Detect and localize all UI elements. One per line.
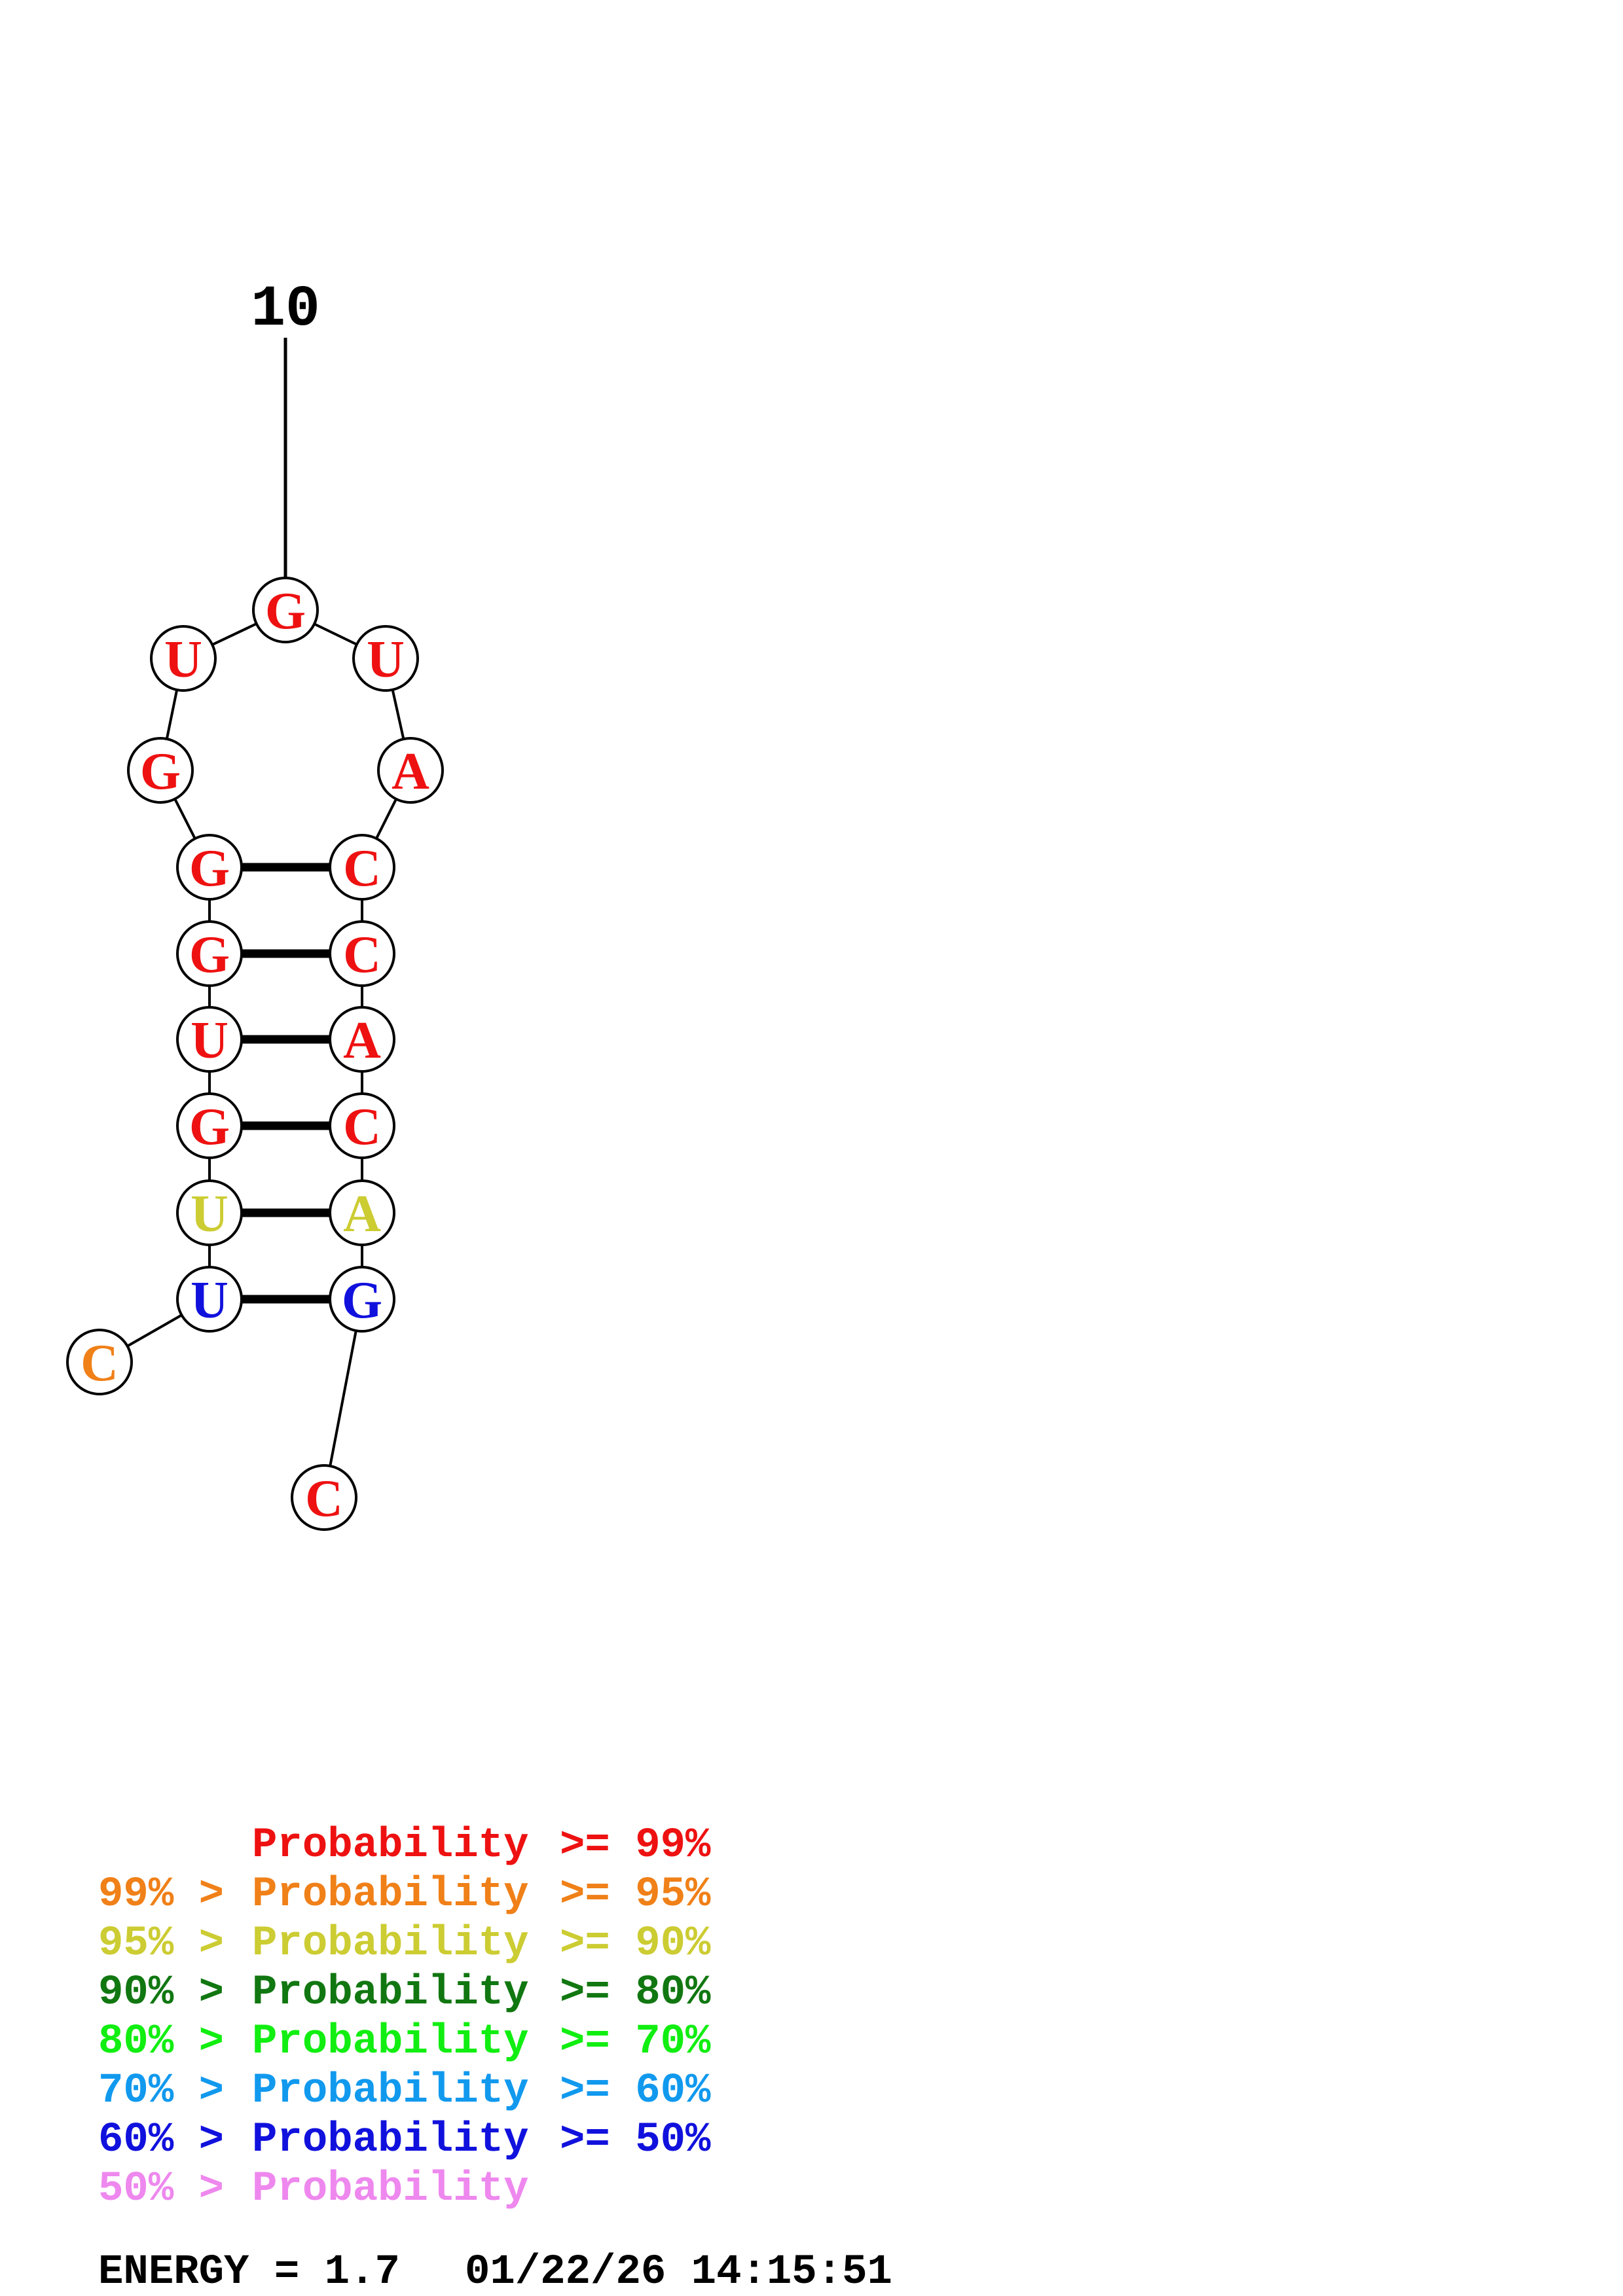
nucleotide-node: C [329,834,395,901]
legend-prefix: 70% > [98,2068,224,2115]
legend-prefix: 95% > [98,1920,224,1967]
legend-label: Probability [252,2117,528,2164]
legend-row: 60% > Probability >= 50% [98,2117,711,2164]
legend-row: 70% > Probability >= 60% [98,2068,711,2115]
legend-row: 90% > Probability >= 80% [98,1969,711,2017]
legend-threshold: >= 60% [560,2068,711,2115]
nucleotide-letter: G [140,743,181,800]
legend-label: Probability [252,2068,528,2115]
nucleotide-letter: U [191,1272,228,1329]
nucleotide-node: C [329,920,395,987]
nucleotide-node: U [176,1266,243,1333]
nucleotide-circle [150,625,217,692]
nucleotide-circle [329,1179,395,1246]
nucleotide-circle [176,920,243,987]
legend-threshold: >= 90% [560,1920,711,1967]
nucleotide-node: G [176,1092,243,1159]
legend-prefix: 80% > [98,2018,224,2066]
base-pair-bonds [242,863,330,1304]
nucleotide-circle [176,1006,243,1073]
nucleotide-node: U [176,1006,243,1073]
nucleotide-letter: U [191,1185,228,1243]
nucleotide-letter: G [342,1272,382,1329]
legend-label: Probability [252,1822,528,1869]
nucleotide-circle [252,577,319,643]
nucleotide-circle [176,1179,243,1246]
legend-prefix: 99% > [98,1871,224,1918]
nucleotide-node: C [329,1092,395,1159]
nucleotide-letter: G [189,1098,230,1156]
nucleotide-letter: C [343,1098,381,1156]
legend-threshold: >= 50% [560,2117,711,2164]
nucleotide-circle [329,1006,395,1073]
nucleotide-node: A [377,737,444,804]
probability-legend: Probability >= 99%99% > Probability >= 95%9… [98,1822,711,2213]
nucleotide-circle [176,834,243,901]
nucleotide-node: G [127,737,194,804]
index-marker: 10 [251,278,320,583]
nucleotide-node: G [252,577,319,643]
legend-prefix: 90% > [98,1969,224,2017]
nucleotide-letter: G [189,840,230,897]
index-label: 10 [251,278,320,342]
backbone-segment [323,1299,363,1498]
nucleotide-node: U [150,625,217,692]
nucleotide-node: C [66,1329,133,1395]
nucleotide-circle [329,1092,395,1159]
nucleotide-letter: C [305,1470,343,1528]
legend-row: 95% > Probability >= 90% [98,1920,711,1967]
legend-label: Probability [252,1920,528,1967]
nucleotide-letter: U [191,1012,228,1069]
legend-threshold: >= 80% [560,1969,711,2017]
nucleotide-node: G [176,834,243,901]
nucleotide-node: A [329,1006,395,1073]
legend-prefix: 60% > [98,2117,224,2164]
legend-row: 80% > Probability >= 70% [98,2018,711,2066]
nucleotide-circle [66,1329,133,1395]
nucleotide-node: G [176,920,243,987]
legend-label: Probability [252,1969,528,2017]
legend-threshold: >= 70% [560,2018,711,2066]
nucleotide-letter: C [343,926,381,984]
nucleotide-node: G [329,1266,395,1333]
energy-label: ENERGY = 1.7 [98,2249,400,2296]
legend-threshold: >= 95% [560,1871,711,1918]
legend-label: Probability [252,2018,528,2066]
nucleotide-letter: G [189,926,230,984]
legend-row: Probability >= 99% [252,1822,711,1869]
nucleotide-circle [329,1266,395,1333]
nucleotide-node: C [291,1464,357,1531]
nucleotide-circle [176,1092,243,1159]
nucleotide-letter: C [343,840,381,897]
nucleotide-circle [329,834,395,901]
legend-label: Probability [252,2166,528,2213]
nucleotide-circle [377,737,444,804]
nucleotide-circle [329,920,395,987]
nucleotide-circle [291,1464,357,1531]
nucleotide-node: U [352,625,419,692]
nucleotide-letter: C [81,1335,119,1392]
nucleotide-circle [127,737,194,804]
nucleotide-letter: U [367,631,405,689]
nucleotide-letter: A [343,1185,381,1243]
nucleotide-node: A [329,1179,395,1246]
nucleotide-letter: G [265,583,306,640]
legend-label: Probability [252,1871,528,1918]
legend-row: 50% > Probability [98,2166,528,2213]
timestamp-label: 01/22/26 14:15:51 [465,2249,892,2296]
legend-prefix: 50% > [98,2166,224,2213]
nucleotide-letter: A [392,743,429,800]
legend-threshold: >= 99% [560,1822,711,1869]
legend-row: 99% > Probability >= 95% [98,1871,711,1918]
footer: ENERGY = 1.7 01/22/26 14:15:51 [98,2249,892,2296]
nucleotide-letter: U [164,631,202,689]
nucleotide-node: U [176,1179,243,1246]
nucleotide-circle [176,1266,243,1333]
nucleotide-circle [352,625,419,692]
nucleotide-letter: A [343,1012,381,1069]
